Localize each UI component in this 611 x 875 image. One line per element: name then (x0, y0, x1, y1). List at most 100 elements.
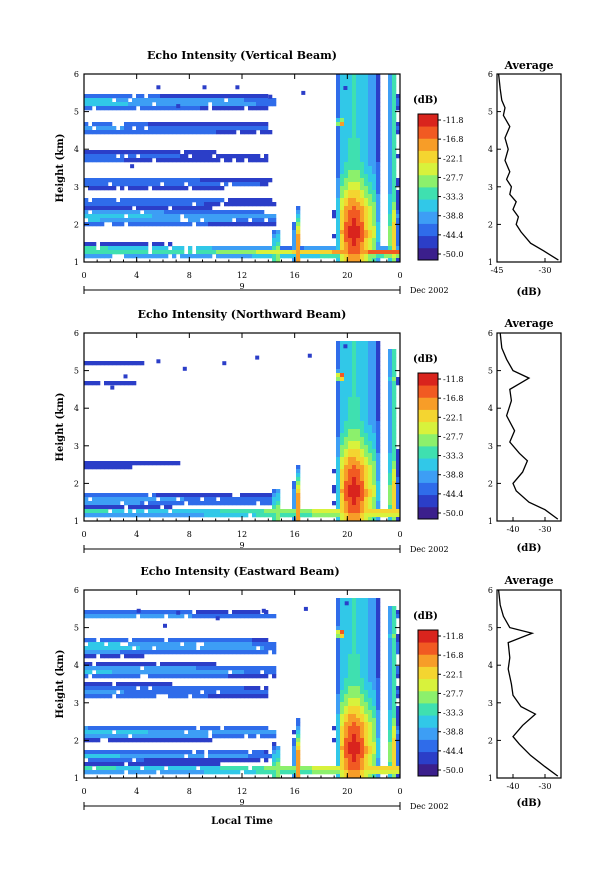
heat-cell (164, 690, 169, 695)
heat-cell (152, 694, 157, 699)
heat-cell (376, 226, 381, 231)
heat-cell (156, 682, 161, 687)
heat-cell (184, 674, 189, 679)
heat-cell (168, 218, 173, 223)
heat-cell (364, 598, 369, 603)
heat-cell (188, 130, 193, 135)
heat-cell (364, 682, 369, 687)
heat-cell (272, 734, 277, 739)
heat-cell (116, 610, 121, 615)
heat-cell (296, 242, 301, 247)
heat-cell (360, 774, 365, 778)
heat-cell (108, 178, 113, 183)
heat-cell (100, 610, 105, 615)
heat-cell (352, 242, 357, 247)
heat-cell (272, 238, 277, 243)
colorbar-label: -44.4 (443, 231, 464, 240)
heat-cell (392, 449, 397, 454)
heat-cell (392, 98, 397, 103)
heat-cell (352, 517, 357, 521)
heat-cell (148, 461, 153, 466)
heat-cell (196, 214, 201, 219)
heat-cell (388, 626, 393, 631)
heat-cell (360, 361, 365, 366)
heat-cell (240, 210, 245, 215)
heat-cell (188, 614, 193, 619)
heat-cell (208, 646, 213, 651)
heat-cell (144, 666, 149, 671)
heat-cell (192, 642, 197, 647)
heat-cell (364, 738, 369, 743)
heat-cell (208, 150, 213, 155)
heat-cell (144, 505, 149, 510)
x-tick-label: 0 (81, 787, 86, 796)
heat-cell (168, 513, 173, 518)
heat-cell (108, 154, 113, 159)
heat-cell (372, 441, 377, 446)
heat-cell (388, 774, 393, 778)
heat-cell (200, 198, 205, 203)
heat-cell (200, 513, 205, 518)
heat-cell (200, 122, 205, 127)
heat-cell (104, 662, 109, 667)
heat-cell (252, 501, 257, 506)
heat-cell (160, 94, 165, 99)
heat-cell (208, 690, 213, 695)
heat-cell (344, 674, 349, 679)
heat-cell (120, 662, 125, 667)
heat-cell (208, 762, 213, 767)
heat-cell (228, 254, 233, 259)
y-tick-label: 5 (74, 108, 79, 117)
heat-cell (368, 650, 373, 655)
heat-cell (340, 469, 345, 474)
heat-cell (176, 94, 181, 99)
heat-cell (108, 610, 113, 615)
heat-cell (176, 758, 181, 763)
heat-cell (256, 513, 261, 518)
heat-cell (264, 214, 269, 219)
heat-cell (200, 186, 205, 191)
heat-cell (180, 130, 185, 135)
heat-cell (168, 638, 173, 643)
heat-cell (360, 389, 365, 394)
heat-cell (164, 182, 169, 187)
heat-cell (268, 766, 273, 771)
heat-cell (348, 369, 353, 374)
heat-cell (112, 638, 117, 643)
heat-cell (172, 726, 177, 731)
heat-cell (296, 509, 301, 514)
heat-cell (204, 198, 209, 203)
heat-cell (284, 254, 289, 259)
heat-cell (356, 126, 361, 131)
heat-cell (376, 238, 381, 243)
heat-cell (332, 501, 337, 506)
colorbar-label: -33.3 (443, 709, 464, 718)
heat-cell (128, 501, 133, 506)
heat-cell (344, 198, 349, 203)
heat-cell (392, 365, 397, 370)
heat-cell (160, 198, 165, 203)
heat-cell (116, 461, 121, 466)
heat-cell (256, 770, 261, 775)
heat-cell (344, 130, 349, 135)
heat-cell (372, 638, 377, 643)
heat-cell (152, 762, 157, 767)
heat-cell (336, 473, 341, 478)
heat-cell (128, 686, 133, 691)
heat-cell (352, 449, 357, 454)
heat-cell (132, 218, 137, 223)
heat-cell (388, 469, 393, 474)
heat-cell (144, 150, 149, 155)
heat-cell (372, 714, 377, 719)
heat-cell (368, 425, 373, 430)
heat-cell (252, 102, 257, 107)
heat-cell (340, 481, 345, 486)
heat-cell (392, 126, 397, 131)
heat-cell (224, 758, 229, 763)
heat-cell (140, 738, 145, 743)
heat-cell (376, 666, 381, 671)
heat-cell (280, 254, 285, 259)
heat-cell (340, 489, 345, 494)
heat-cell (396, 501, 400, 506)
scatter-cell (301, 90, 306, 95)
